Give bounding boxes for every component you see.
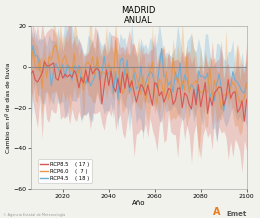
Text: Emet: Emet — [226, 211, 246, 217]
Text: © Agencia Estatal de Meteorología: © Agencia Estatal de Meteorología — [3, 213, 65, 217]
Title: MADRID
ANUAL: MADRID ANUAL — [121, 5, 156, 25]
Text: A: A — [213, 207, 221, 217]
X-axis label: Año: Año — [132, 200, 145, 206]
Y-axis label: Cambio en nº de días de lluvia: Cambio en nº de días de lluvia — [5, 62, 11, 153]
Legend: RCP8.5    ( 17 ), RCP6.0    (  7 ), RCP4.5    ( 18 ): RCP8.5 ( 17 ), RCP6.0 ( 7 ), RCP4.5 ( 18… — [38, 159, 92, 183]
